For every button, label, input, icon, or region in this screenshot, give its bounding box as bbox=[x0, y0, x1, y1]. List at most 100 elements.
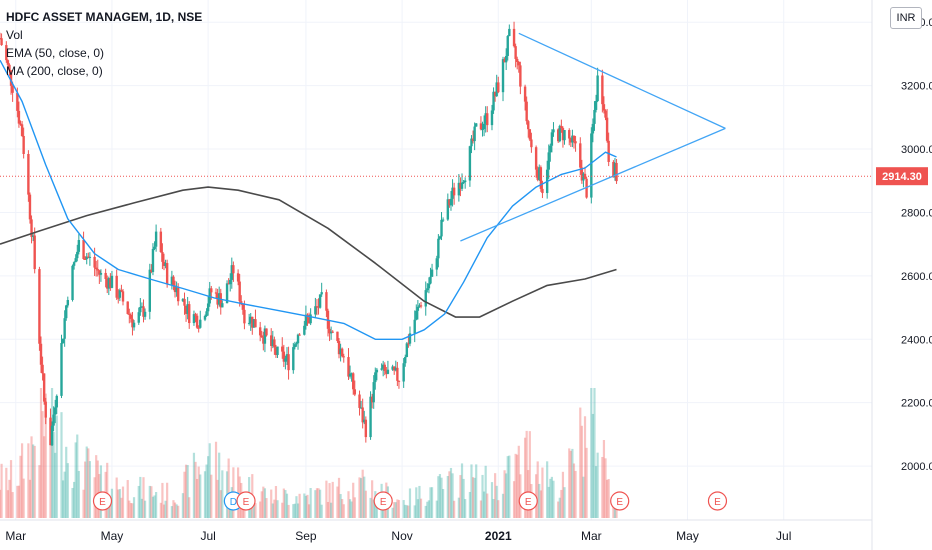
candle-body bbox=[197, 327, 200, 329]
candle-body bbox=[337, 341, 341, 355]
volume-bar bbox=[16, 485, 19, 518]
candle-body bbox=[514, 46, 517, 59]
candle-body bbox=[459, 182, 462, 189]
x-tick-label: Jul bbox=[200, 529, 215, 543]
symbol-title[interactable]: HDFC ASSET MANAGEM, 1D, NSE bbox=[6, 10, 203, 24]
volume-bar bbox=[523, 437, 527, 518]
volume-bar bbox=[183, 471, 186, 518]
candle-body bbox=[309, 314, 312, 324]
volume-bar bbox=[404, 504, 407, 518]
candle-body bbox=[325, 292, 328, 311]
volume-bar bbox=[63, 471, 66, 518]
volume-bar bbox=[143, 500, 147, 518]
candle-body bbox=[281, 346, 284, 352]
volume-bar bbox=[364, 490, 367, 518]
candle-body bbox=[106, 278, 109, 289]
candle-body bbox=[151, 248, 155, 272]
y-tick-label: 2600.00 bbox=[901, 271, 932, 283]
candle-body bbox=[99, 272, 103, 275]
candle-body bbox=[83, 258, 87, 260]
volume-bar bbox=[274, 486, 278, 518]
ema-indicator-label[interactable]: EMA (50, close, 0) bbox=[6, 46, 105, 60]
candle-body bbox=[148, 269, 152, 312]
candle-body bbox=[243, 309, 246, 324]
volume-bar bbox=[516, 454, 519, 518]
volume-bar bbox=[265, 498, 268, 518]
chart-legend: HDFC ASSET MANAGEM, 1D, NSE Vol EMA (50,… bbox=[6, 8, 202, 80]
candle-body bbox=[615, 162, 618, 182]
candle-body bbox=[585, 178, 588, 198]
candle-body bbox=[292, 347, 295, 371]
candle-body bbox=[391, 366, 394, 370]
candle-body bbox=[77, 240, 81, 252]
volume-bar bbox=[582, 476, 585, 518]
volume-indicator-label[interactable]: Vol bbox=[6, 28, 23, 42]
volume-bar bbox=[205, 464, 208, 518]
volume-bar bbox=[471, 477, 475, 518]
candle-body bbox=[260, 335, 263, 338]
volume-bar bbox=[273, 499, 276, 518]
candle-body bbox=[385, 370, 388, 374]
candle-body bbox=[339, 348, 342, 355]
volume-bar bbox=[541, 467, 544, 518]
candle-body bbox=[63, 318, 66, 339]
volume-bar bbox=[497, 500, 500, 518]
candle-body bbox=[9, 70, 13, 86]
volume-bar bbox=[38, 465, 41, 518]
volume-bar bbox=[218, 452, 221, 518]
volume-bar bbox=[164, 500, 167, 518]
candle-body bbox=[139, 306, 142, 313]
volume-bar bbox=[426, 501, 429, 518]
volume-bar bbox=[407, 505, 410, 518]
volume-bar bbox=[150, 486, 153, 518]
candle-body bbox=[539, 167, 543, 189]
candle-body bbox=[482, 123, 486, 130]
volume-bar bbox=[561, 471, 565, 518]
volume-bar bbox=[276, 500, 279, 518]
y-tick-label: 3000.00 bbox=[901, 144, 932, 156]
candle-body bbox=[451, 187, 454, 199]
trendline-lower bbox=[460, 127, 726, 242]
candle-body bbox=[96, 269, 99, 271]
x-tick-label: May bbox=[101, 529, 124, 543]
volume-bar bbox=[132, 497, 136, 518]
y-tick-label: 2400.00 bbox=[901, 334, 932, 346]
candle-body bbox=[405, 343, 409, 358]
volume-bar bbox=[331, 481, 334, 518]
volume-bar bbox=[159, 502, 162, 518]
volume-bar bbox=[298, 493, 301, 518]
volume-bar bbox=[6, 490, 9, 518]
currency-button[interactable]: INR bbox=[890, 7, 922, 29]
candle-body bbox=[44, 401, 47, 418]
volume-bar bbox=[28, 479, 32, 518]
volume-bar bbox=[440, 477, 443, 518]
candle-body bbox=[118, 290, 122, 298]
candle-body bbox=[523, 86, 527, 102]
candle-body bbox=[370, 396, 374, 403]
volume-bar bbox=[326, 501, 330, 518]
volume-bar bbox=[181, 493, 185, 518]
candle-body bbox=[446, 199, 450, 220]
volume-bar bbox=[408, 488, 412, 518]
volume-bar bbox=[188, 497, 191, 518]
volume-bar bbox=[574, 470, 577, 518]
volume-bar bbox=[137, 485, 140, 518]
volume-bar bbox=[372, 499, 375, 518]
volume-bar bbox=[413, 505, 416, 518]
candle-body bbox=[19, 123, 22, 125]
volume-bar bbox=[194, 461, 197, 518]
volume-bar bbox=[585, 447, 588, 518]
volume-bar bbox=[303, 493, 306, 518]
candle-body bbox=[270, 335, 273, 346]
volume-bar bbox=[416, 499, 419, 518]
candle-body bbox=[241, 304, 245, 310]
volume-bar bbox=[468, 491, 472, 518]
volume-bar bbox=[175, 504, 178, 518]
volume-bar bbox=[546, 461, 549, 518]
volume-bar bbox=[60, 412, 63, 518]
candle-body bbox=[579, 143, 582, 168]
candle-body bbox=[39, 343, 43, 365]
ma-indicator-label[interactable]: MA (200, close, 0) bbox=[6, 64, 103, 78]
